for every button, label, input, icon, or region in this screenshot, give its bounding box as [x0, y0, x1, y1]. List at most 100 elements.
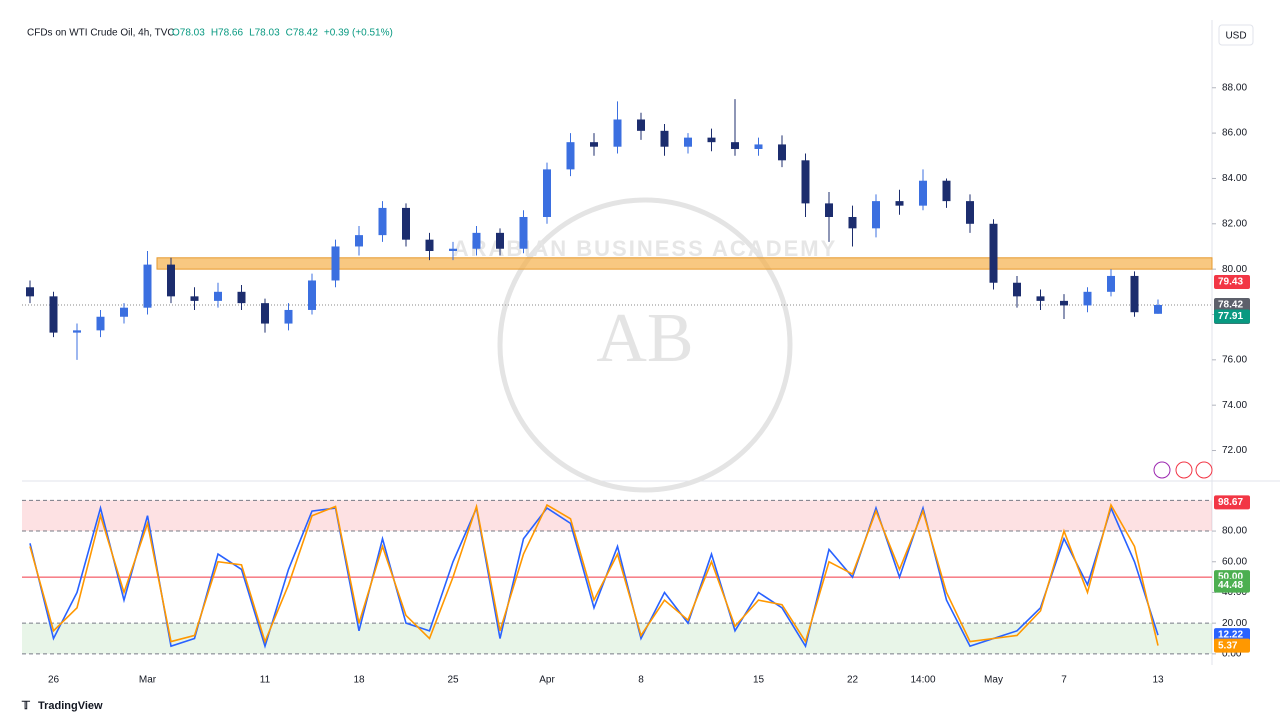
candle-body	[26, 287, 34, 297]
y-tick-label: 76.00	[1222, 354, 1247, 365]
watermark-logo: AB	[596, 300, 693, 377]
candle-body	[919, 180, 927, 206]
legend-value: H78.66	[211, 28, 244, 39]
value-tag-label: 44.48	[1218, 580, 1243, 591]
price-tag-label: 79.43	[1218, 277, 1243, 288]
candle-body	[284, 309, 293, 324]
price-tag-label: 77.91	[1218, 311, 1243, 322]
candle-body	[190, 296, 199, 301]
candle-body	[872, 201, 880, 229]
x-tick-label: Apr	[539, 675, 555, 686]
value-tag-label: 98.67	[1218, 497, 1243, 508]
icon[interactable]	[1175, 461, 1193, 479]
x-tick-label: May	[984, 675, 1003, 686]
candle-body	[707, 137, 716, 143]
candle-body	[966, 201, 974, 224]
legend-value: O78.03	[172, 28, 205, 39]
value-tag	[1214, 578, 1250, 593]
candle-body	[1060, 300, 1068, 306]
icon[interactable]	[1153, 461, 1171, 479]
price-tag	[1214, 309, 1250, 324]
candle-body	[1154, 304, 1162, 314]
candle-body	[425, 239, 434, 251]
currency: USD	[1225, 31, 1246, 42]
y-tick-label: 86.00	[1222, 128, 1247, 139]
value-tag	[1214, 495, 1250, 510]
x-tick-label: Mar	[139, 675, 157, 686]
x-tick-label: 13	[1152, 675, 1164, 686]
candle-body	[449, 248, 457, 251]
candle-body	[96, 316, 105, 331]
value-tag	[1214, 638, 1250, 653]
y-tick-label: 88.00	[1222, 82, 1247, 93]
candle-body	[895, 201, 904, 206]
candle-body	[684, 137, 692, 147]
legend-value: L78.03	[249, 28, 280, 39]
y-tick-label: 20.00	[1222, 618, 1247, 629]
candle-body	[472, 232, 481, 249]
candle-body	[214, 291, 222, 301]
candle-body	[731, 142, 739, 149]
watermark-ring	[497, 197, 793, 493]
oscillator-line	[29, 502, 1159, 646]
candle-body	[308, 280, 316, 310]
icon[interactable]	[1195, 461, 1213, 479]
currency-button[interactable]	[1218, 24, 1254, 46]
candle-body	[942, 180, 951, 202]
candle-body	[566, 142, 575, 170]
x-tick-label: 22	[847, 675, 859, 686]
x-tick-label: 7	[1061, 675, 1067, 686]
candle-body	[331, 246, 340, 281]
value-tag	[1214, 628, 1250, 643]
candle-body	[261, 303, 269, 324]
y-tick-label: 82.00	[1222, 218, 1247, 229]
candle-body	[801, 160, 810, 204]
x-tick-label: 11	[260, 675, 271, 686]
y-tick-label: 80.00	[1222, 264, 1247, 275]
candle-body	[120, 307, 128, 317]
oscillator-line	[29, 504, 1159, 649]
candle-body	[49, 296, 58, 333]
candle-body	[167, 264, 175, 297]
x-tick-label: 14:00	[910, 675, 935, 686]
x-tick-label: 8	[638, 675, 644, 686]
candle-body	[378, 207, 387, 236]
zone	[156, 257, 1213, 270]
candle-body	[590, 142, 598, 147]
footer: TradingView	[38, 700, 103, 712]
x-tick-label: 15	[753, 675, 765, 686]
x-tick-label: 25	[447, 675, 459, 686]
candle-body	[402, 207, 410, 240]
candle-body	[637, 119, 645, 131]
candle-body	[1083, 291, 1092, 306]
y-tick-label: 0.00	[1222, 649, 1242, 660]
legend-value: +0.39 (+0.51%)	[324, 28, 393, 39]
candle-body	[543, 169, 551, 217]
chart-title: CFDs on WTI Crude Oil, 4h, TVC	[27, 28, 175, 39]
candle-body	[989, 223, 998, 283]
candle-body	[778, 144, 786, 161]
price-tag	[1214, 275, 1250, 290]
candle-body	[848, 216, 857, 229]
candle-body	[355, 235, 363, 247]
upper-band	[22, 500, 1212, 532]
legend-value: C78.42	[286, 28, 319, 39]
value-tag-label: 5.37	[1218, 640, 1238, 651]
watermark-text: ARABIAN BUSINESS ACADEMY	[453, 236, 838, 261]
y-tick-label: 84.00	[1222, 173, 1247, 184]
candle-body	[237, 291, 246, 304]
x-tick-label: 18	[353, 675, 365, 686]
candle-body	[613, 119, 622, 147]
candle-body	[825, 203, 833, 217]
candle-body	[1036, 296, 1045, 301]
price-tag-label: 78.42	[1218, 300, 1243, 311]
candle-body	[496, 232, 504, 249]
value-tag-label: 50.00	[1218, 572, 1243, 583]
candle-body	[143, 264, 152, 308]
candle-body	[754, 144, 763, 149]
candle-body	[660, 130, 669, 147]
candle-body	[73, 330, 81, 333]
y-tick-label: 60.00	[1222, 556, 1247, 567]
candle-body	[1130, 275, 1139, 313]
